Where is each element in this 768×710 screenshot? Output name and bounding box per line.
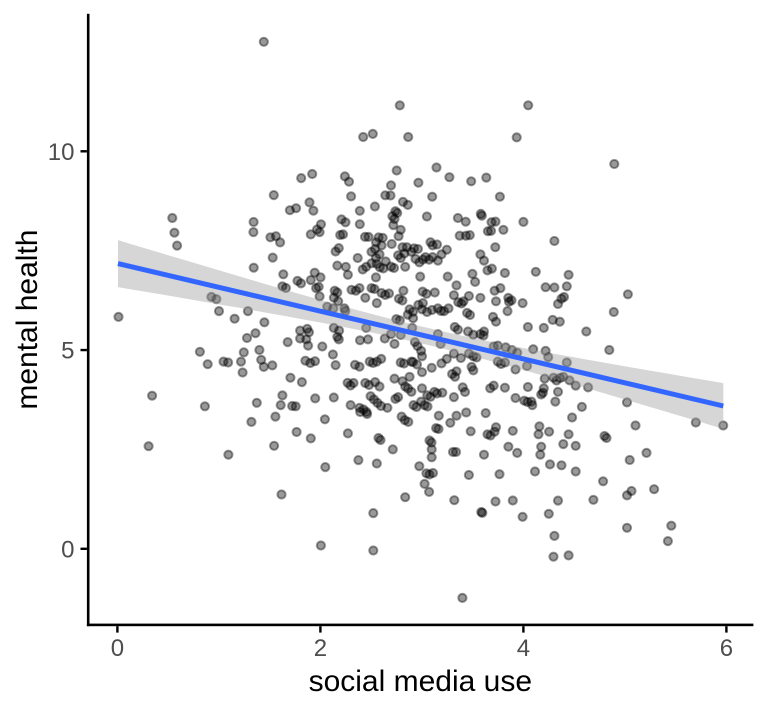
svg-text:4: 4 xyxy=(517,635,530,662)
svg-text:mental health: mental health xyxy=(11,230,44,410)
svg-text:social media use: social media use xyxy=(309,665,532,698)
svg-text:10: 10 xyxy=(48,139,75,166)
svg-text:2: 2 xyxy=(314,635,327,662)
svg-text:6: 6 xyxy=(720,635,733,662)
svg-text:0: 0 xyxy=(61,536,74,563)
svg-text:5: 5 xyxy=(61,338,74,365)
svg-text:0: 0 xyxy=(111,635,124,662)
